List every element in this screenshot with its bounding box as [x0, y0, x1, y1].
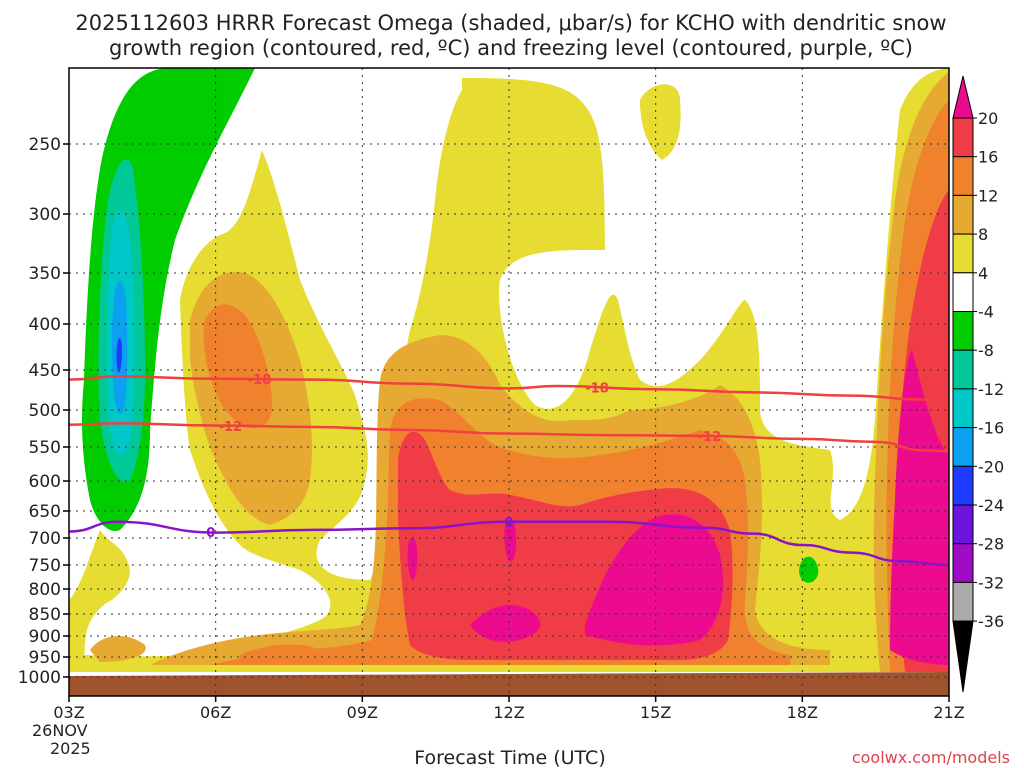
- colorbar-label-12: 12: [978, 186, 998, 205]
- dgz-contour-minus18-label-0: -18: [248, 373, 272, 388]
- colorbar-label-4: 4: [978, 264, 988, 283]
- y-tick-label-450: 450: [29, 361, 61, 381]
- colorbar-label--4: -4: [978, 303, 994, 322]
- y-tick-label-300: 300: [29, 205, 61, 225]
- colorbar-segment-1: [952, 117, 974, 158]
- colorbar-segment-10: [952, 465, 974, 506]
- y-tick-label-650: 650: [29, 502, 61, 522]
- freezing-level-contour-label-1: 0: [504, 516, 513, 531]
- colorbar-label--20: -20: [978, 457, 1004, 476]
- colorbar-segment-2: [952, 156, 974, 196]
- colorbar-segment-5: [952, 272, 974, 312]
- colorbar-label--28: -28: [978, 535, 1004, 554]
- colorbar-segment-6: [952, 311, 974, 351]
- colorbar-label-8: 8: [978, 225, 988, 244]
- dgz-contour-minus12: [68, 422, 950, 453]
- omega-shade-plus20: [407, 350, 949, 665]
- colorbar-cap-bottom: [952, 620, 974, 693]
- colorbar-segment-9: [952, 427, 974, 467]
- colorbar-label-20: 20: [978, 109, 998, 128]
- y-tick-label-550: 550: [29, 438, 61, 458]
- x-tick-label-18Z: 18Z: [787, 703, 818, 722]
- y-tick-label-900: 900: [29, 627, 61, 647]
- y-tick-label-600: 600: [29, 472, 61, 492]
- dgz-contour-minus12-label-1: -12: [698, 430, 722, 445]
- colorbar-segment-11: [952, 504, 974, 545]
- y-tick-label-250: 250: [29, 135, 61, 155]
- y-tick-label-850: 850: [29, 605, 61, 625]
- omega-shade-minus20: [116, 338, 122, 373]
- x-tick-label-03Z: 03Z: [53, 703, 84, 722]
- colorbar-label--32: -32: [978, 573, 1004, 592]
- y-tick-label-400: 400: [29, 315, 61, 335]
- x-axis-title: Forecast Time (UTC): [414, 747, 605, 768]
- y-tick-label-700: 700: [29, 529, 61, 549]
- x-tick-label-06Z: 06Z: [200, 703, 231, 722]
- colorbar-cap-top: [952, 75, 974, 119]
- x-axis-date-line1: 26NOV: [32, 721, 88, 740]
- colorbar-label-16: 16: [978, 148, 998, 167]
- colorbar-segment-12: [952, 543, 974, 583]
- x-axis: 03Z 06Z 09Z 12Z 15Z 18Z 21Z: [53, 696, 965, 722]
- freezing-level-contour-label-0: 0: [206, 526, 215, 541]
- omega-shaded-field: [69, 68, 949, 696]
- contour-layer: -18 -18 -12 -12 0 0: [68, 373, 950, 567]
- chart-title-line2: growth region (contoured, red, ºC) and f…: [109, 36, 913, 60]
- y-tick-label-350: 350: [29, 264, 61, 284]
- x-axis-date-line2: 2025: [50, 739, 91, 758]
- colorbar-label--12: -12: [978, 380, 1004, 399]
- x-tick-label-15Z: 15Z: [640, 703, 671, 722]
- x-tick-label-12Z: 12Z: [493, 703, 524, 722]
- omega-shade-minus4-small: [799, 556, 819, 583]
- colorbar-segment-8: [952, 388, 974, 429]
- freezing-level-contour: [68, 520, 950, 567]
- colorbar-label--24: -24: [978, 496, 1004, 515]
- colorbar-segment-3: [952, 194, 974, 235]
- x-tick-label-09Z: 09Z: [347, 703, 378, 722]
- dgz-contour-minus12-label-0: -12: [219, 420, 243, 435]
- y-tick-label-500: 500: [29, 401, 61, 421]
- chart-title-line1: 2025112603 HRRR Forecast Omega (shaded, …: [75, 11, 946, 35]
- colorbar-segment-13: [952, 581, 974, 622]
- colorbar-label--16: -16: [978, 419, 1004, 438]
- y-axis: 2503003504004505005506006507007508008509…: [18, 135, 69, 688]
- colorbar-label--8: -8: [978, 341, 994, 360]
- source-watermark: coolwx.com/models: [852, 748, 1010, 767]
- dgz-contour-minus18: [68, 375, 950, 403]
- colorbar-label--36: -36: [978, 612, 1004, 631]
- y-tick-label-750: 750: [29, 556, 61, 576]
- y-tick-label-1000: 1000: [18, 668, 61, 688]
- colorbar: 20 16 12 8 4 -4 -8 -12 -16 -20 -24 -28 -32 -36: [952, 75, 1004, 693]
- colorbar-segment-4: [952, 233, 974, 274]
- dgz-contour-minus18-label-1: -18: [585, 381, 609, 396]
- x-tick-label-21Z: 21Z: [933, 703, 964, 722]
- y-tick-label-950: 950: [29, 648, 61, 668]
- y-tick-label-800: 800: [29, 580, 61, 600]
- colorbar-segment-7: [952, 349, 974, 390]
